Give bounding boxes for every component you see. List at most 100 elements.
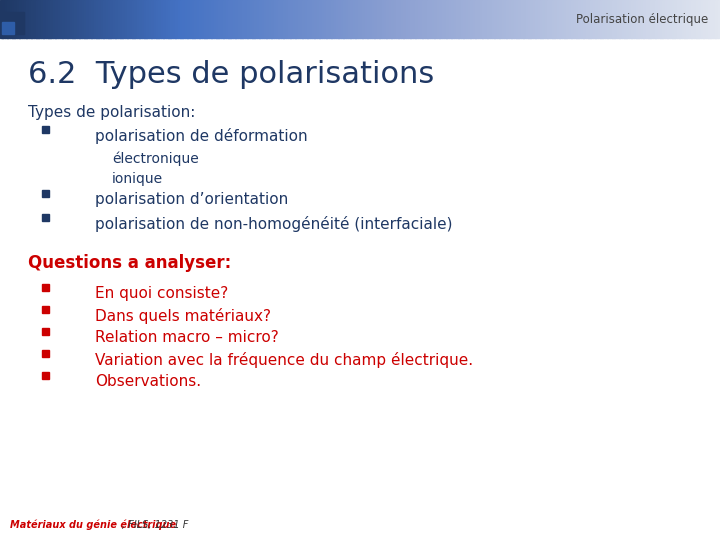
- Bar: [482, 0, 485, 38]
- Bar: [2, 12, 24, 34]
- Bar: [437, 0, 440, 38]
- Bar: [19, 0, 22, 38]
- Bar: [607, 0, 610, 38]
- Bar: [624, 0, 627, 38]
- Bar: [189, 0, 192, 38]
- Bar: [559, 0, 562, 38]
- Bar: [310, 0, 312, 38]
- Bar: [132, 0, 135, 38]
- Bar: [677, 0, 680, 38]
- Bar: [106, 0, 109, 38]
- Bar: [600, 0, 603, 38]
- Bar: [367, 0, 370, 38]
- Bar: [598, 0, 600, 38]
- Text: 6.2  Types de polarisations: 6.2 Types de polarisations: [28, 60, 434, 89]
- Bar: [418, 0, 420, 38]
- Bar: [578, 0, 581, 38]
- Bar: [670, 0, 672, 38]
- Bar: [466, 0, 469, 38]
- Bar: [348, 0, 351, 38]
- Bar: [672, 0, 675, 38]
- Bar: [153, 0, 156, 38]
- Bar: [245, 0, 248, 38]
- Bar: [461, 0, 464, 38]
- Bar: [382, 0, 384, 38]
- Bar: [343, 0, 346, 38]
- Bar: [379, 0, 382, 38]
- Text: Polarisation électrique: Polarisation électrique: [576, 12, 708, 25]
- Bar: [667, 0, 670, 38]
- Bar: [86, 0, 89, 38]
- Bar: [516, 0, 519, 38]
- Bar: [643, 0, 646, 38]
- Bar: [648, 0, 651, 38]
- Bar: [619, 0, 622, 38]
- Bar: [72, 150, 78, 156]
- Bar: [103, 0, 106, 38]
- Bar: [463, 0, 466, 38]
- Bar: [492, 0, 495, 38]
- Bar: [518, 0, 521, 38]
- Bar: [139, 0, 142, 38]
- Bar: [353, 0, 356, 38]
- Bar: [293, 0, 296, 38]
- Bar: [650, 0, 653, 38]
- Bar: [693, 0, 696, 38]
- Bar: [274, 0, 276, 38]
- Bar: [585, 0, 588, 38]
- Bar: [605, 0, 608, 38]
- Bar: [50, 0, 53, 38]
- Bar: [617, 0, 620, 38]
- Bar: [9, 0, 12, 38]
- Bar: [305, 0, 307, 38]
- Bar: [636, 0, 639, 38]
- Bar: [146, 0, 149, 38]
- Bar: [533, 0, 536, 38]
- Bar: [377, 0, 379, 38]
- Bar: [562, 0, 564, 38]
- Text: , FILS, 1231 F: , FILS, 1231 F: [122, 520, 189, 530]
- Bar: [708, 0, 711, 38]
- Bar: [70, 0, 73, 38]
- Bar: [574, 0, 577, 38]
- Bar: [477, 0, 480, 38]
- Bar: [55, 0, 58, 38]
- Bar: [99, 0, 102, 38]
- Text: Relation macro – micro?: Relation macro – micro?: [95, 330, 279, 345]
- Bar: [351, 0, 354, 38]
- Bar: [554, 0, 557, 38]
- Bar: [302, 0, 305, 38]
- Bar: [470, 0, 473, 38]
- Bar: [12, 0, 15, 38]
- Bar: [444, 0, 447, 38]
- Bar: [497, 0, 500, 38]
- Bar: [639, 0, 642, 38]
- Bar: [540, 0, 543, 38]
- Bar: [413, 0, 415, 38]
- Bar: [122, 0, 125, 38]
- Bar: [161, 0, 163, 38]
- Bar: [338, 0, 341, 38]
- Bar: [434, 0, 437, 38]
- Bar: [549, 0, 552, 38]
- Bar: [142, 0, 145, 38]
- Bar: [43, 0, 46, 38]
- Bar: [593, 0, 595, 38]
- Bar: [264, 0, 267, 38]
- Bar: [192, 0, 195, 38]
- Bar: [214, 0, 217, 38]
- Bar: [430, 0, 433, 38]
- Bar: [629, 0, 631, 38]
- Bar: [252, 0, 255, 38]
- Bar: [576, 0, 579, 38]
- Bar: [276, 0, 279, 38]
- Bar: [113, 0, 116, 38]
- Bar: [449, 0, 451, 38]
- Bar: [117, 0, 120, 38]
- Bar: [552, 0, 555, 38]
- Bar: [531, 0, 534, 38]
- Bar: [175, 0, 178, 38]
- Bar: [567, 0, 570, 38]
- Bar: [583, 0, 586, 38]
- Text: Types de polarisation:: Types de polarisation:: [28, 105, 195, 120]
